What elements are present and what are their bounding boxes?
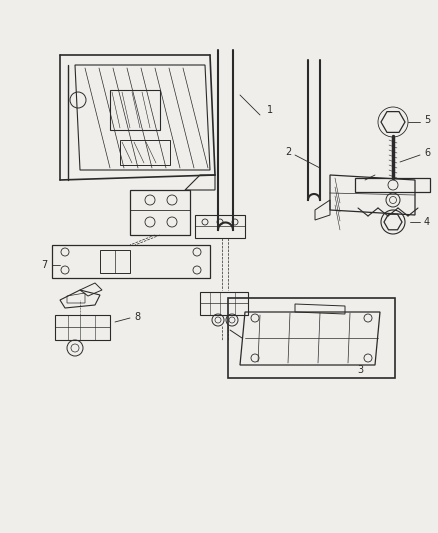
Text: 8: 8 (134, 312, 140, 322)
Text: 5: 5 (424, 115, 430, 125)
Text: 2: 2 (285, 147, 291, 157)
Text: 1: 1 (267, 105, 273, 115)
Text: 7: 7 (41, 260, 47, 270)
Text: 6: 6 (424, 148, 430, 158)
Text: 4: 4 (424, 217, 430, 227)
Bar (228, 298, 395, 378)
Text: 3: 3 (357, 365, 363, 375)
